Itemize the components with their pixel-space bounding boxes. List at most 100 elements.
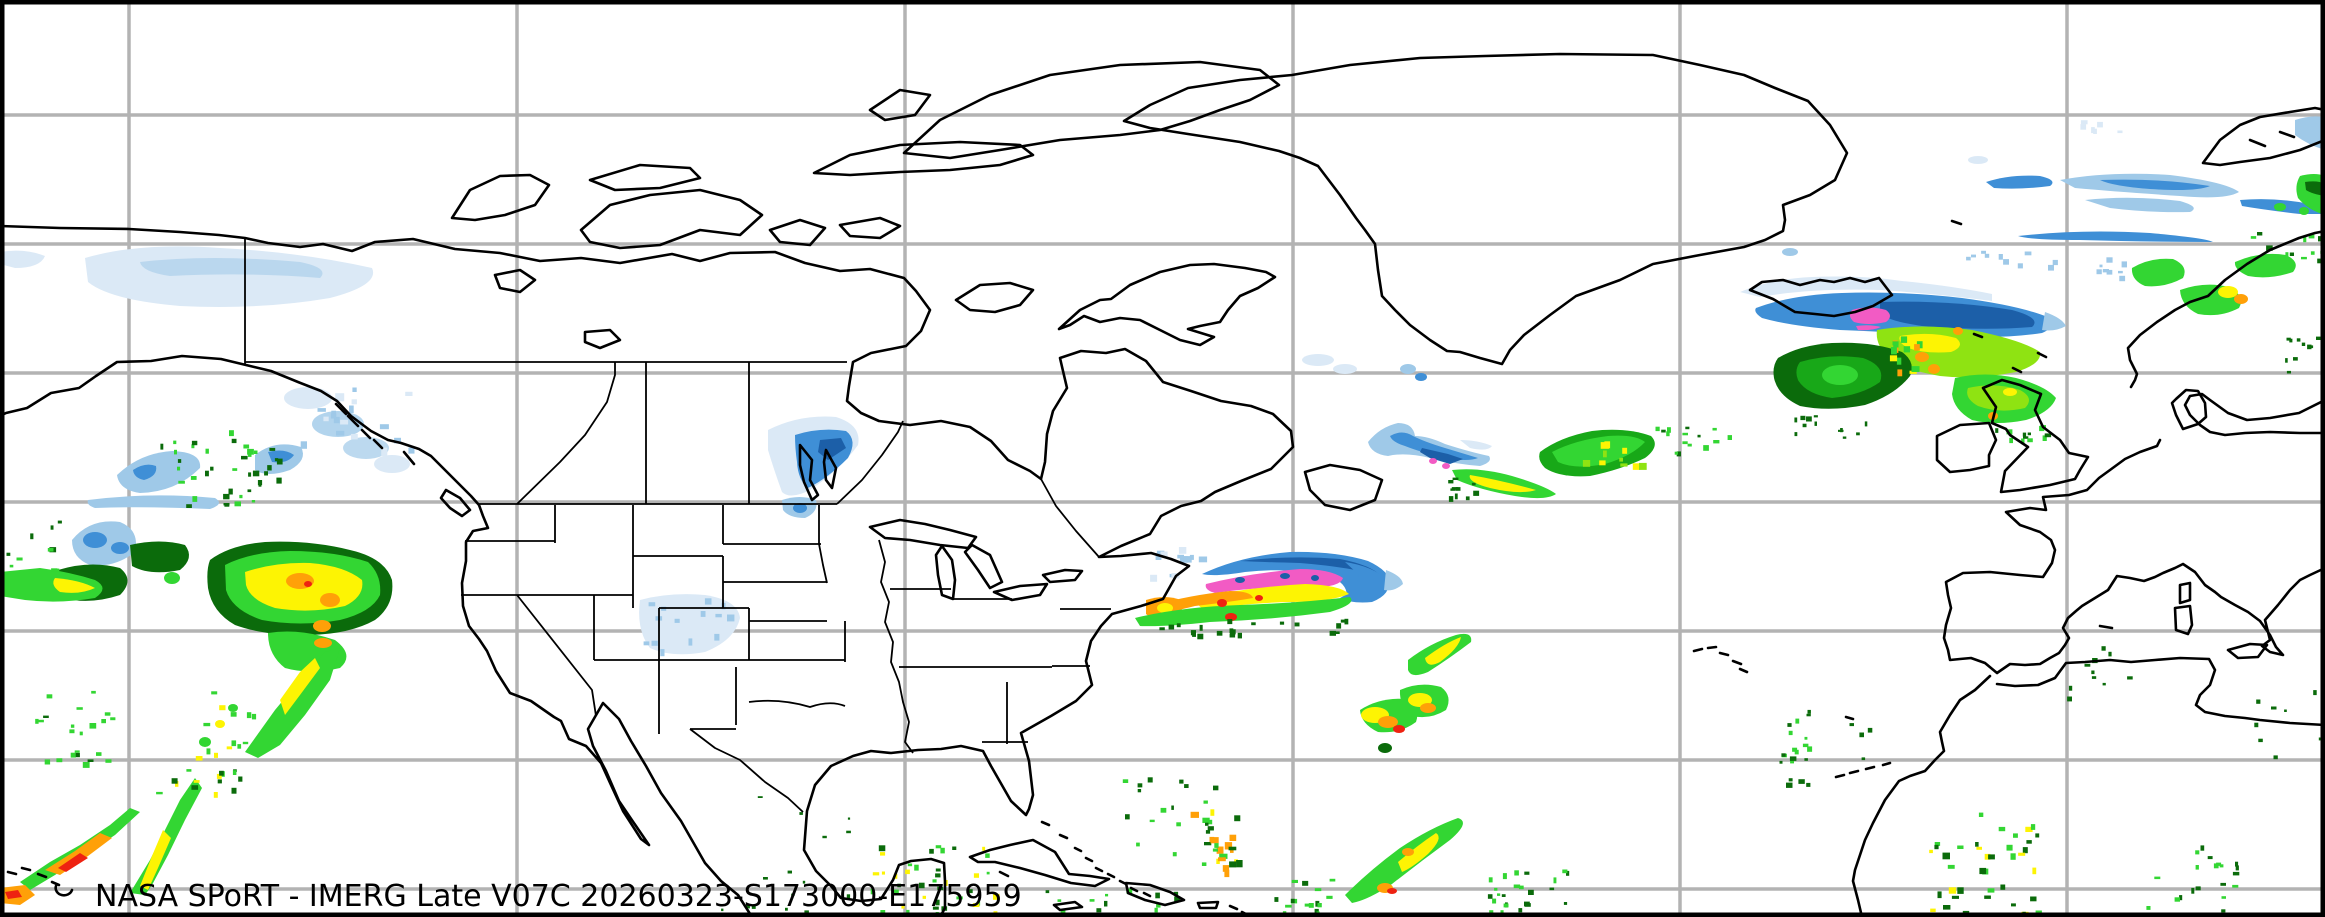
- island-ellesmere: [902, 60, 1281, 160]
- precip-speckle: [870, 888, 874, 895]
- precip-speckle: [674, 618, 680, 623]
- precip-speckle: [2250, 236, 2257, 239]
- sardinia: [2173, 604, 2194, 636]
- precip-speckle: [1136, 842, 1140, 847]
- coast-vancouver-island: [439, 488, 472, 518]
- precip-speckle: [2318, 236, 2323, 242]
- precip-speckle: [1842, 436, 1847, 439]
- precip-speckle: [2284, 709, 2287, 712]
- precip-speckle: [929, 848, 934, 854]
- precip-speckle: [1897, 369, 1903, 377]
- precip-speckle: [87, 759, 94, 762]
- precip-speckle: [2052, 259, 2058, 266]
- precip-speckle: [1500, 910, 1504, 915]
- precip-speckle: [323, 416, 329, 422]
- precip-speckle: [224, 503, 230, 507]
- precip-speckle: [351, 399, 357, 405]
- precip-speckle: [1666, 431, 1670, 437]
- precip-speckle: [1685, 426, 1690, 430]
- precip-speckle: [1125, 814, 1130, 820]
- precip-speckle: [2285, 358, 2288, 363]
- precip-speckle: [2195, 850, 2200, 855]
- precip-speckle: [905, 869, 910, 875]
- precip-speckle: [1942, 852, 1950, 860]
- precip-speckle: [252, 470, 260, 477]
- precip-speckle: [1137, 789, 1142, 793]
- precip-speckle: [1632, 463, 1641, 470]
- island-newfoundland: [1303, 463, 1384, 512]
- precip-speckle: [2030, 896, 2037, 902]
- precip-speckle: [1234, 815, 1241, 822]
- precip-speckle: [241, 455, 248, 460]
- precip-speckle: [1930, 908, 1936, 913]
- cuba: [968, 838, 1111, 888]
- precip-speckle: [881, 871, 885, 875]
- precip-speckle: [2296, 338, 2301, 342]
- precip-speckle: [1234, 859, 1238, 864]
- precip-speckle: [918, 882, 925, 889]
- precip-speckle: [1216, 858, 1220, 864]
- precip-speckle: [1661, 429, 1666, 433]
- precip-speckle: [1781, 753, 1786, 757]
- precip-speckle: [1329, 630, 1336, 636]
- island-axel-heiberg: [868, 88, 932, 122]
- island-victoria: [579, 188, 764, 250]
- precip-speckle: [1201, 862, 1207, 866]
- precip-speckle: [1553, 877, 1557, 884]
- political-borders: [244, 238, 1111, 813]
- precip-speckle: [2307, 344, 2312, 350]
- precip-speckle: [2266, 245, 2273, 251]
- precip-speckle: [1492, 898, 1497, 904]
- precip-speckle: [2313, 690, 2317, 696]
- precip-speckle: [1159, 627, 1165, 631]
- africa-med-coast: [1995, 656, 2325, 727]
- precip-speckle: [1599, 460, 1606, 466]
- coast-north-america: [0, 224, 1295, 917]
- precip-speckle: [2027, 432, 2031, 436]
- precip-speckle: [2026, 840, 2032, 844]
- precip-speckle: [1804, 736, 1808, 740]
- precip-speckle: [2102, 682, 2106, 686]
- precip-speckle: [822, 835, 827, 839]
- precip-speckle: [239, 494, 243, 499]
- precip-speckle: [940, 847, 945, 854]
- precip-speckle: [210, 466, 214, 471]
- precip-speckle: [75, 752, 80, 758]
- precip-tropical-band: [1345, 818, 1463, 903]
- precip-speckle: [1308, 903, 1314, 908]
- precip-speckle: [1934, 844, 1939, 850]
- precip-speckle: [2027, 438, 2033, 443]
- precip-speckle: [1798, 779, 1805, 784]
- precip-speckle: [1156, 904, 1161, 908]
- precip-speckle: [379, 424, 389, 430]
- precip-speckle: [300, 441, 307, 449]
- precip-speckle: [1326, 895, 1333, 899]
- precip-speckle: [1984, 895, 1991, 899]
- precip-speckle: [1336, 623, 1342, 629]
- precip-speckle: [186, 769, 192, 772]
- precip-speckle: [190, 476, 197, 480]
- precip-speckle: [2174, 897, 2180, 902]
- precip-speckle: [1060, 910, 1066, 915]
- precip-speckle: [1304, 903, 1310, 907]
- precip-speckle: [1514, 870, 1519, 876]
- precip-speckle: [2035, 833, 2040, 838]
- precip-speckle: [757, 796, 763, 798]
- precip-speckle: [1524, 903, 1531, 907]
- precip-speckle: [43, 715, 49, 718]
- precip-speckle: [408, 447, 415, 454]
- precip-speckle: [1788, 778, 1793, 782]
- precip-speckle: [234, 501, 241, 507]
- precip-speckle: [721, 908, 724, 912]
- precip-speckle: [1676, 451, 1681, 457]
- precip-speckle: [74, 750, 80, 753]
- precip-pacific-diagonal-bands: [0, 648, 340, 905]
- precip-speckle: [2317, 258, 2324, 264]
- precip-speckle: [2021, 438, 2025, 445]
- precip-speckle: [1216, 846, 1224, 854]
- precip-speckle: [1951, 895, 1959, 899]
- border-saskatchewan: [645, 362, 750, 504]
- precip-speckle: [1294, 622, 1300, 627]
